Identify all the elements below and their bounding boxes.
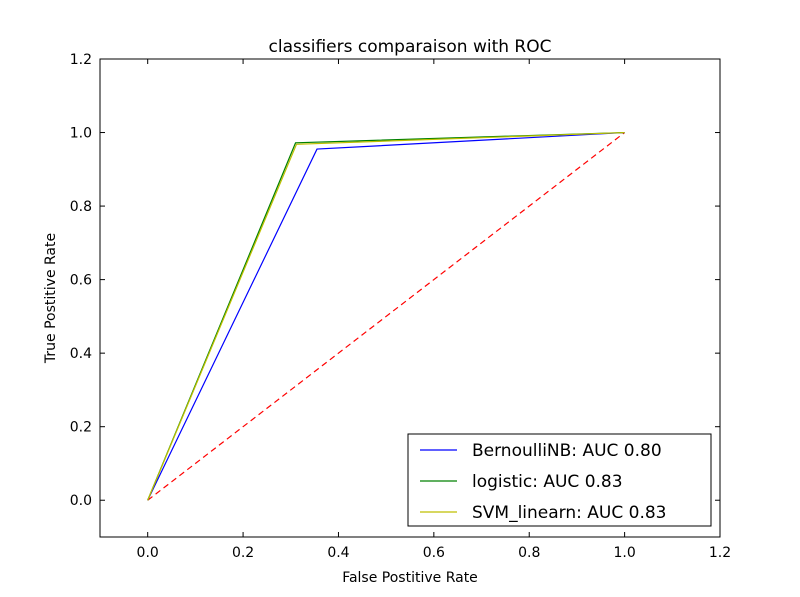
x-axis-label: False Postitive Rate — [342, 570, 478, 586]
legend-label-0: BernoulliNB: AUC 0.80 — [472, 441, 662, 461]
y-tick-label: 0.2 — [70, 420, 92, 436]
x-tick-label: 1.0 — [613, 545, 635, 561]
y-tick-label: 1.0 — [70, 126, 92, 142]
axis-ticks: 0.0 0.2 0.4 0.6 0.8 1.0 1.2 0.0 0.2 0.4 0.6 0.8 1.0 1… — [70, 52, 731, 561]
x-tick-label: 0.2 — [232, 545, 254, 561]
x-tick-label: 0.4 — [327, 545, 349, 561]
x-tick-label: 0.0 — [137, 545, 159, 561]
series-line-2 — [147, 131, 625, 501]
y-tick-label: 0.8 — [70, 199, 92, 215]
y-tick-label: 0.4 — [70, 346, 92, 362]
y-tick-label: 0.0 — [70, 493, 92, 509]
legend-label-2: SVM_linearn: AUC 0.83 — [472, 503, 666, 523]
plot-frame — [99, 58, 721, 538]
legend: BernoulliNB: AUC 0.80 logistic: AUC 0.83 S… — [407, 433, 712, 527]
x-tick-label: 0.8 — [518, 545, 540, 561]
reference-diagonal-line — [147, 132, 625, 501]
legend-label-1: logistic: AUC 0.83 — [472, 472, 623, 492]
y-tick-label: 1.2 — [70, 52, 92, 68]
series-line-0 — [147, 131, 625, 501]
chart-title: classifiers comparaison with ROC — [269, 37, 552, 57]
x-tick-label: 0.6 — [423, 545, 445, 561]
plot-area — [147, 131, 625, 501]
y-tick-label: 0.6 — [70, 273, 92, 289]
y-axis-label: True Postitive Rate — [43, 233, 59, 364]
x-tick-label: 1.2 — [709, 545, 731, 561]
legend-box — [407, 433, 712, 527]
